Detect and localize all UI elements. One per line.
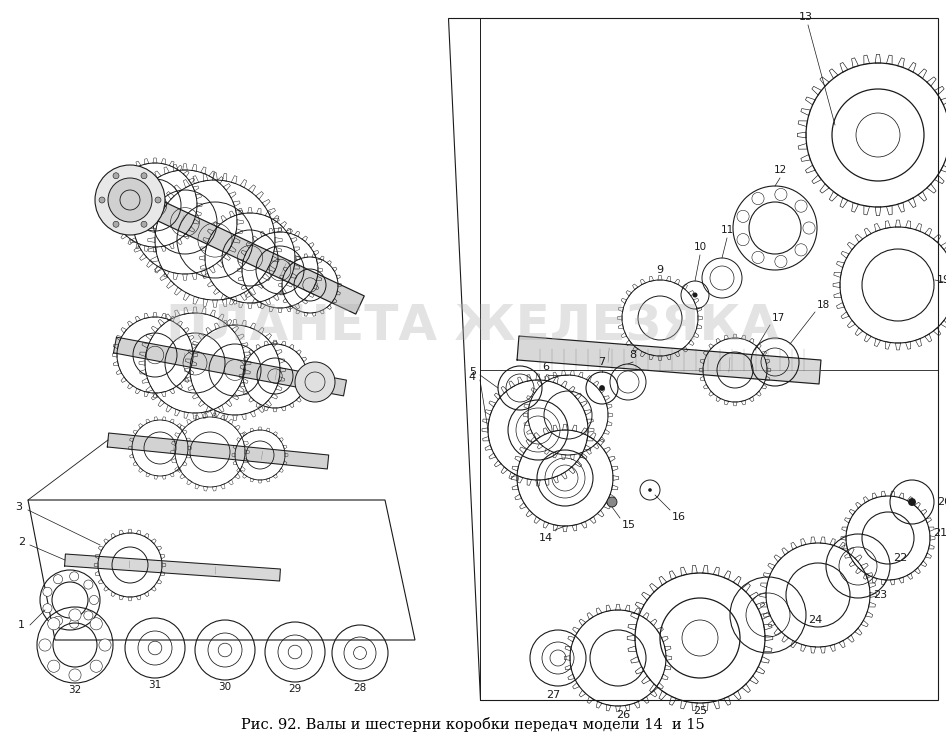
Circle shape	[84, 580, 93, 589]
Text: 16: 16	[672, 512, 686, 522]
Text: 10: 10	[693, 242, 707, 252]
Text: 11: 11	[720, 225, 734, 235]
Text: 29: 29	[289, 684, 302, 694]
Text: 28: 28	[354, 683, 367, 693]
Text: 30: 30	[219, 682, 232, 692]
Circle shape	[108, 178, 152, 222]
Circle shape	[775, 188, 787, 200]
Circle shape	[737, 234, 749, 246]
Text: Рис. 92. Валы и шестерни коробки передач модели 14  и 15: Рис. 92. Валы и шестерни коробки передач…	[241, 717, 705, 732]
Circle shape	[775, 255, 787, 268]
Text: 22: 22	[893, 553, 907, 563]
Polygon shape	[107, 433, 328, 469]
Circle shape	[155, 197, 161, 203]
Circle shape	[69, 669, 81, 681]
Circle shape	[53, 616, 62, 626]
Text: 9: 9	[657, 265, 663, 275]
Circle shape	[95, 165, 165, 235]
Circle shape	[795, 200, 807, 212]
Circle shape	[43, 587, 52, 597]
Text: 1: 1	[18, 620, 25, 630]
Circle shape	[90, 595, 98, 605]
Circle shape	[70, 619, 79, 628]
Circle shape	[53, 574, 62, 584]
Text: 12: 12	[774, 165, 787, 175]
Text: 8: 8	[629, 350, 637, 360]
Text: 31: 31	[149, 680, 162, 690]
Circle shape	[70, 572, 79, 581]
Circle shape	[141, 221, 147, 227]
Text: 26: 26	[616, 710, 630, 720]
Circle shape	[47, 617, 60, 630]
Circle shape	[607, 497, 617, 507]
Text: 6: 6	[542, 362, 550, 372]
Polygon shape	[517, 336, 821, 384]
Circle shape	[47, 660, 60, 672]
Circle shape	[295, 362, 335, 402]
Text: 15: 15	[622, 520, 636, 530]
Circle shape	[39, 639, 51, 651]
Text: 32: 32	[68, 685, 81, 695]
Circle shape	[737, 210, 749, 223]
Text: 20: 20	[937, 497, 946, 507]
Circle shape	[752, 252, 764, 263]
Circle shape	[599, 385, 604, 391]
Circle shape	[908, 498, 916, 506]
Text: 17: 17	[772, 313, 785, 323]
Text: 19: 19	[937, 275, 946, 285]
Circle shape	[141, 173, 147, 179]
Text: 7: 7	[599, 357, 605, 367]
Polygon shape	[64, 554, 280, 581]
Circle shape	[648, 488, 652, 492]
Text: 27: 27	[546, 690, 560, 700]
Circle shape	[803, 222, 815, 234]
Polygon shape	[100, 176, 364, 314]
Text: 4: 4	[469, 372, 476, 382]
Circle shape	[99, 639, 111, 651]
Text: 23: 23	[873, 590, 887, 600]
Circle shape	[84, 611, 93, 620]
Polygon shape	[448, 18, 938, 700]
Text: 21: 21	[933, 528, 946, 538]
Text: 18: 18	[817, 300, 831, 310]
Circle shape	[43, 604, 52, 613]
Text: 3: 3	[15, 502, 22, 512]
Circle shape	[90, 660, 102, 672]
Circle shape	[113, 173, 119, 179]
Circle shape	[692, 292, 697, 298]
Text: 2: 2	[18, 537, 25, 547]
Circle shape	[99, 197, 105, 203]
Circle shape	[90, 617, 102, 630]
Text: 24: 24	[808, 615, 822, 625]
Circle shape	[69, 609, 81, 621]
Circle shape	[752, 192, 764, 205]
Polygon shape	[114, 337, 346, 396]
Text: ПЛАНЕТА ЖЕЛЕЗЯКА: ПЛАНЕТА ЖЕЛЕЗЯКА	[166, 303, 780, 350]
Text: 14: 14	[539, 533, 553, 543]
Circle shape	[795, 244, 807, 256]
Text: 13: 13	[799, 12, 813, 22]
Text: 5: 5	[469, 367, 476, 377]
Polygon shape	[28, 500, 415, 640]
Circle shape	[113, 221, 119, 227]
Text: 25: 25	[692, 706, 707, 716]
